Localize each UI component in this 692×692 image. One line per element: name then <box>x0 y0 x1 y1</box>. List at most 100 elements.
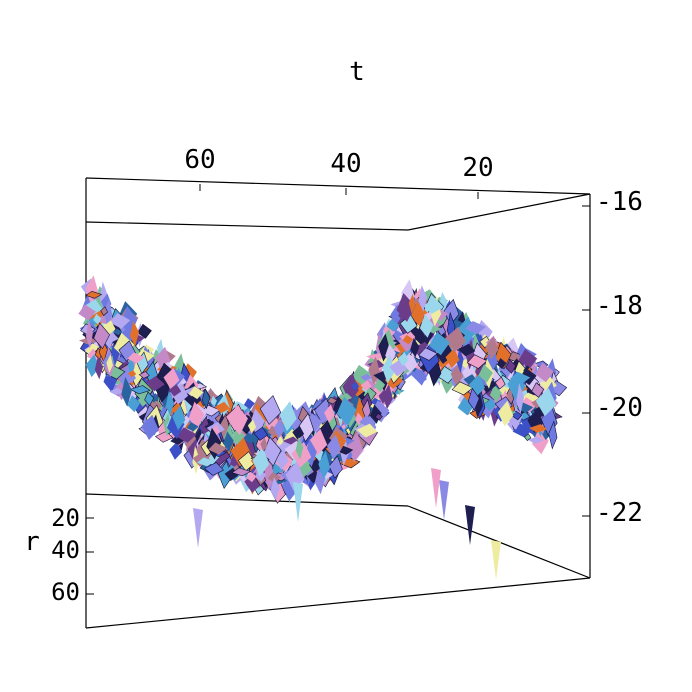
surface-facet <box>483 398 497 411</box>
surface-facet <box>260 437 268 452</box>
surface-facet <box>100 306 108 317</box>
surface-facet <box>189 386 204 400</box>
surface-facet <box>270 477 280 501</box>
r-tick-label: 20 <box>51 504 80 532</box>
surface-spike <box>193 508 203 548</box>
surface-facet <box>414 322 434 350</box>
surface-facet <box>466 354 488 369</box>
surface-facet <box>163 367 180 389</box>
surface-facet <box>197 457 215 467</box>
surface-facet <box>210 395 217 408</box>
surface-facet <box>512 410 523 421</box>
surface-spike <box>439 480 449 520</box>
surface-facet <box>359 415 377 428</box>
surface-facet <box>478 364 493 383</box>
surface-facet <box>169 441 182 460</box>
surface-facet <box>103 299 113 327</box>
surface-facet <box>512 423 533 438</box>
surface-facet <box>106 354 113 373</box>
surface-facet <box>246 471 257 483</box>
surface-facet <box>497 400 514 427</box>
surface-facet <box>109 387 123 395</box>
surface-spike <box>491 540 501 580</box>
surface-facet <box>252 447 270 477</box>
surface-facet <box>129 385 151 395</box>
surface-facet <box>170 383 189 405</box>
surface-facet <box>529 424 548 433</box>
surface-facet <box>318 451 331 480</box>
surface-facet <box>279 401 297 432</box>
surface-facet <box>326 396 338 405</box>
plot-box <box>85 177 591 629</box>
surface-facet <box>201 388 211 410</box>
surface-facet <box>94 356 104 380</box>
surface-facet <box>509 371 531 385</box>
surface-facet <box>451 381 474 396</box>
surface-facet <box>186 422 199 432</box>
surface-facet <box>127 370 137 377</box>
surface-facet <box>267 425 279 437</box>
surface-facet <box>527 436 544 444</box>
surface-facet <box>465 321 486 335</box>
surface-facet <box>517 349 538 370</box>
surface-spike <box>465 505 475 545</box>
surface-facet <box>494 376 506 390</box>
surface-facet <box>445 348 460 369</box>
surface-spike <box>431 468 441 508</box>
surface-facet <box>214 401 230 414</box>
box-edge-back-top <box>85 177 591 195</box>
surface-facet <box>93 313 102 325</box>
surface-facet <box>473 389 483 418</box>
surface-facet <box>408 293 416 314</box>
surface-facet <box>86 319 93 349</box>
surface-facet <box>418 285 427 312</box>
surface-facet <box>535 362 554 383</box>
surface-facet <box>130 320 139 347</box>
surface-facet <box>397 352 409 366</box>
surface-facet <box>253 426 269 441</box>
surface-spike <box>293 482 303 522</box>
surface-facet <box>309 458 322 473</box>
surface-facet <box>457 397 475 416</box>
surface-facet <box>386 319 400 332</box>
surface-facet <box>154 431 174 443</box>
surface-facet <box>127 352 145 364</box>
surface-facet <box>548 420 558 450</box>
surface-facet <box>78 304 96 321</box>
surface-facet <box>172 405 186 430</box>
t-tick-label: 60 <box>184 145 215 175</box>
surface-facet <box>93 322 110 350</box>
surface-facet <box>496 358 507 370</box>
surface-facet <box>418 347 438 361</box>
surface-facet <box>141 414 159 440</box>
surface-facet <box>273 418 285 439</box>
surface-facet <box>109 313 131 329</box>
surface-facet <box>378 389 389 404</box>
surface-facet <box>467 387 480 411</box>
tick-marks <box>86 184 590 595</box>
axis-title-r: r <box>24 527 40 557</box>
surface-facet <box>405 354 418 373</box>
surface-facet <box>457 343 476 357</box>
z-tick-label: -22 <box>596 498 643 528</box>
surface-facet <box>338 393 353 402</box>
surface-facet <box>127 395 141 413</box>
box-edge-inner-bottom <box>85 493 409 507</box>
surface-facet <box>223 431 234 453</box>
surface-facet <box>374 378 386 393</box>
surface-facet <box>243 398 255 410</box>
box-edge-inner-top <box>85 221 409 231</box>
surface-facet <box>410 338 420 358</box>
z-tick-label: -18 <box>596 291 643 321</box>
surface-facet <box>188 401 205 430</box>
t-tick-label: 40 <box>330 149 361 179</box>
z-tick-label: -20 <box>596 393 643 423</box>
surface-facet <box>170 436 185 445</box>
surface-facet <box>208 442 227 455</box>
surface-facet <box>85 290 103 299</box>
surface-facet <box>242 432 258 444</box>
r-tick-label: 40 <box>51 536 80 564</box>
surface-facet <box>429 331 450 356</box>
surface-facet <box>382 355 395 384</box>
